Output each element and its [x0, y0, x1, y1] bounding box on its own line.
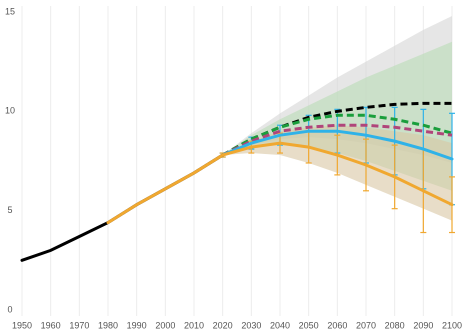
x-tick-label: 2080	[385, 320, 405, 330]
x-tick-label: 2030	[241, 320, 261, 330]
series-line	[106, 141, 454, 225]
y-tick-label: 15	[5, 6, 15, 16]
x-tick-label: 2000	[155, 320, 175, 330]
x-tick-label: 1970	[69, 320, 89, 330]
series-line	[221, 113, 453, 157]
x-tick-label: 1960	[41, 320, 61, 330]
x-tick-label: 2020	[213, 320, 233, 330]
x-tick-label: 2090	[413, 320, 433, 330]
x-tick-label: 2050	[299, 320, 319, 330]
x-tick-label: 1950	[12, 320, 32, 330]
x-tick-label: 2070	[356, 320, 376, 330]
x-tick-label: 2100	[442, 320, 462, 330]
x-tick-label: 1980	[98, 320, 118, 330]
x-tick-label: 2040	[270, 320, 290, 330]
x-tick-label: 1990	[127, 320, 147, 330]
series-line	[221, 129, 454, 161]
y-tick-label: 0	[7, 304, 12, 314]
y-tick-label: 10	[5, 106, 15, 116]
x-tick-label: 2060	[327, 320, 347, 330]
y-tick-label: 5	[7, 205, 12, 215]
series-line	[221, 101, 452, 157]
series-line	[20, 153, 225, 262]
x-tick-label: 2010	[184, 320, 204, 330]
